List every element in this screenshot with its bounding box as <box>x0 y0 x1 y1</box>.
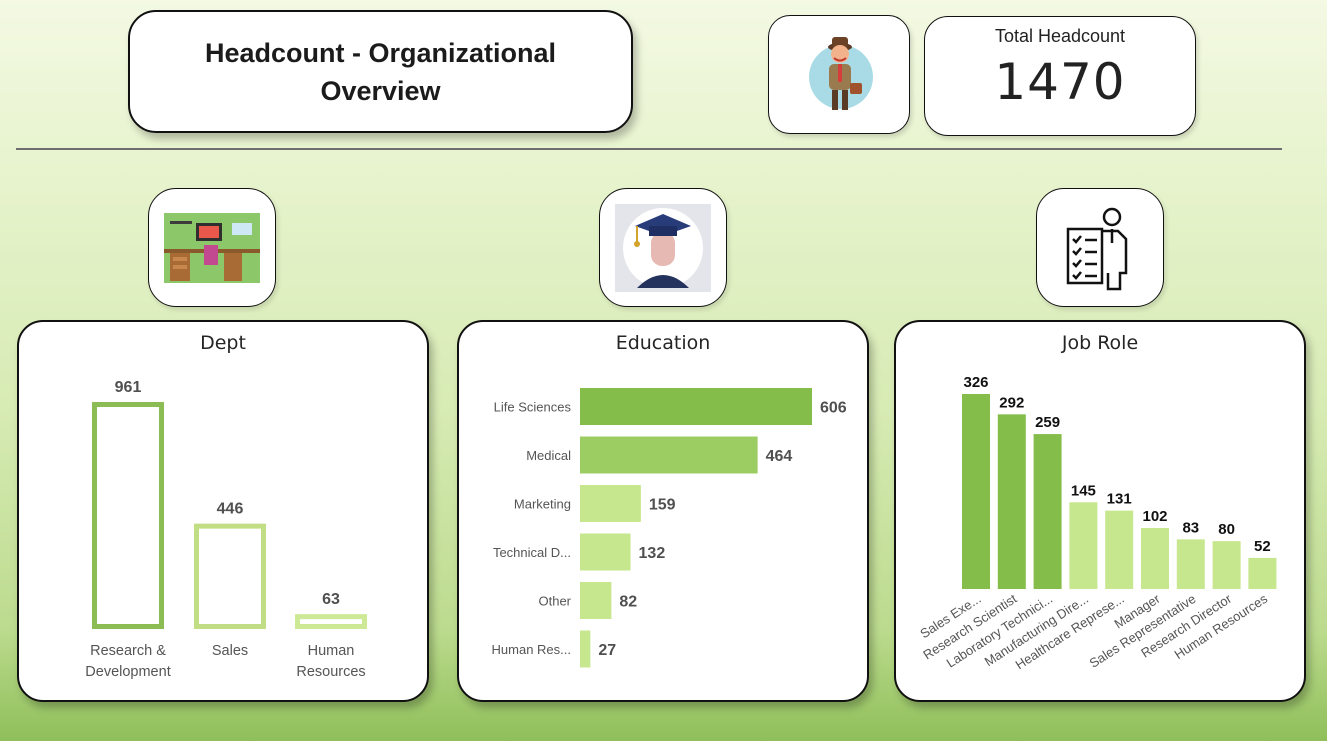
education-icon-card <box>599 188 727 307</box>
data-label-research-scientist: 292 <box>999 394 1024 411</box>
tick-label-human-res: Human Res... <box>492 642 571 657</box>
dept-chart-panel: Dept 961 Research & Development 446 Sales 63 H… <box>17 320 429 702</box>
dept-chart-title: Dept <box>200 332 246 354</box>
tick-label-human-resources-1: Resources <box>296 664 365 680</box>
education-chart-panel: Education 606 Life Sciences 464 Medical 159 M… <box>457 320 869 702</box>
page-title: Headcount - Organizational Overview <box>204 37 557 106</box>
section-divider <box>16 148 1282 150</box>
businessman-icon <box>809 36 873 110</box>
bar-technical-d <box>580 533 631 571</box>
bar-healthcare-represe <box>1105 510 1134 589</box>
data-label-laboratory-technici: 259 <box>1035 414 1060 431</box>
bar-human-res <box>580 630 591 668</box>
data-label-manager: 102 <box>1142 508 1167 525</box>
bar-sales <box>194 523 266 629</box>
data-label-research-development: 961 <box>115 379 142 396</box>
education-chart-title: Education <box>615 332 711 354</box>
data-label-research-director: 80 <box>1218 521 1235 538</box>
data-label-manufacturing-dire: 145 <box>1071 482 1096 499</box>
data-label-sales-representative: 83 <box>1182 519 1199 536</box>
data-label-sales-exe: 326 <box>963 374 988 391</box>
dept-chart: 961 Research & Development 446 Sales 63 Human R… <box>85 379 367 680</box>
employee-checklist-icon <box>1066 207 1128 290</box>
bar-life-sciences <box>580 388 812 425</box>
graduate-icon <box>615 203 711 292</box>
tick-label-technical-d: Technical D... <box>493 545 571 560</box>
bar-marketing <box>580 485 641 522</box>
tick-label-research-development-1: Development <box>85 664 170 680</box>
bar-research-director <box>1212 541 1241 589</box>
data-label-marketing: 159 <box>649 497 676 514</box>
tick-label-life-sciences: Life Sciences <box>494 400 572 415</box>
data-label-life-sciences: 606 <box>820 400 847 417</box>
dept-icon-card <box>148 188 276 307</box>
data-label-sales: 446 <box>217 501 244 518</box>
bar-research-development <box>92 402 164 629</box>
tick-label-sales-0: Sales <box>212 643 248 659</box>
bar-laboratory-technici <box>1033 434 1062 589</box>
avatar-card <box>768 15 910 134</box>
data-label-other: 82 <box>619 594 637 611</box>
total-headcount-card: Total Headcount 1470 <box>924 16 1196 136</box>
bar-medical <box>580 436 758 474</box>
job-role-icon-card <box>1036 188 1164 307</box>
kpi-value: 1470 <box>994 53 1126 111</box>
tick-label-human-resources-0: Human <box>308 643 355 659</box>
bar-sales-exe <box>962 394 990 589</box>
tick-label-marketing: Marketing <box>514 497 571 512</box>
data-label-human-res: 27 <box>598 642 616 659</box>
bar-research-scientist <box>997 414 1026 589</box>
bar-sales-representative <box>1176 539 1205 589</box>
tick-label-medical: Medical <box>526 448 571 463</box>
title-card: Headcount - Organizational Overview <box>128 10 633 133</box>
data-label-human-resources: 52 <box>1254 538 1271 555</box>
bar-human-resources <box>295 614 367 629</box>
bar-manufacturing-dire <box>1069 502 1098 589</box>
bar-manager <box>1141 527 1169 589</box>
data-label-healthcare-represe: 131 <box>1107 491 1132 508</box>
data-label-human-resources: 63 <box>322 591 340 608</box>
data-label-technical-d: 132 <box>639 545 666 562</box>
kpi-label: Total Headcount <box>994 26 1126 46</box>
data-label-medical: 464 <box>766 448 793 465</box>
tick-label-other: Other <box>538 594 571 609</box>
bar-human-resources <box>1248 557 1277 589</box>
bar-other <box>580 582 612 619</box>
job-role-chart-title: Job Role <box>1061 332 1139 354</box>
office-desk-icon <box>164 212 260 283</box>
tick-label-research-development-0: Research & <box>90 643 166 659</box>
job-role-chart-panel: Job Role 326 Sales Exe... 292 Research Scie… <box>894 320 1306 702</box>
education-chart: 606 Life Sciences 464 Medical 159 Marketing 13… <box>492 388 847 668</box>
